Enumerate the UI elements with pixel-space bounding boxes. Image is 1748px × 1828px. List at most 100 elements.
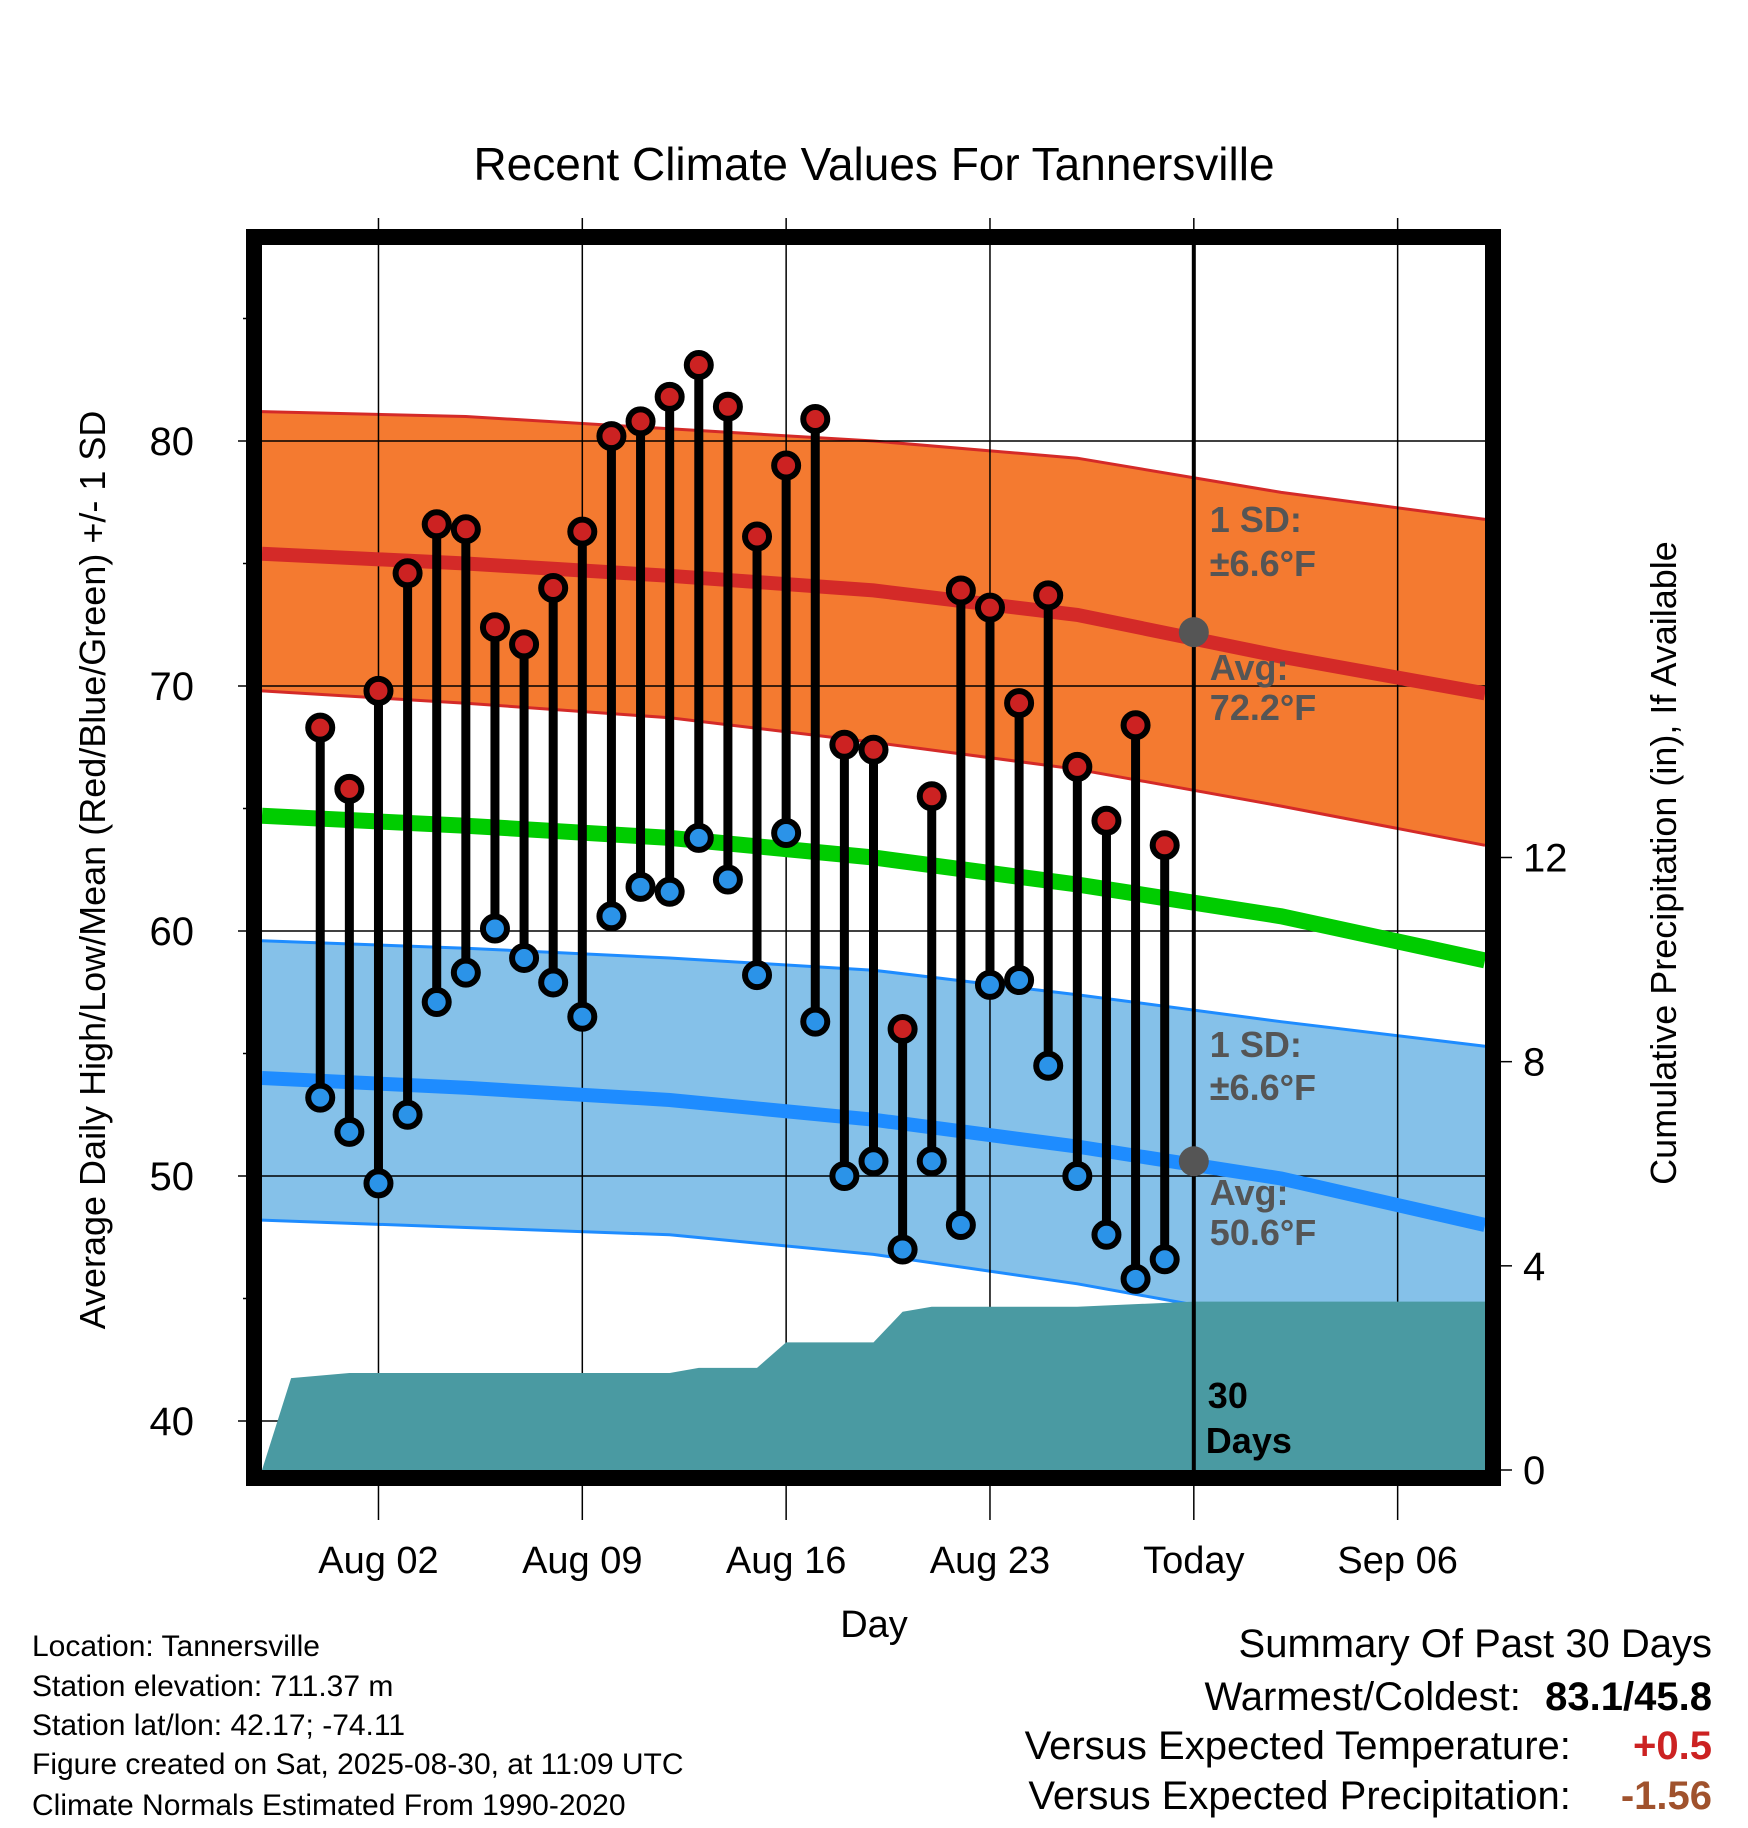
y-tick-label-right: 8 xyxy=(1523,1041,1545,1085)
x-tick-label: Aug 23 xyxy=(930,1540,1050,1582)
daily-high-point xyxy=(596,421,627,452)
daily-low-point xyxy=(538,967,569,998)
daily-low-point xyxy=(567,1001,598,1032)
today-high-avg-point xyxy=(1178,617,1209,648)
daily-low-point xyxy=(305,1082,336,1113)
daily-high-point xyxy=(567,516,598,547)
daily-low-point xyxy=(742,960,773,991)
y-tick-label-left: 80 xyxy=(150,420,195,464)
daily-low-point xyxy=(1062,1161,1093,1191)
daily-low-point xyxy=(916,1146,947,1177)
daily-high-point xyxy=(421,509,452,540)
daily-high-point xyxy=(1062,751,1093,782)
daily-low-point xyxy=(829,1161,860,1191)
y-tick-label-left: 50 xyxy=(150,1155,195,1199)
daily-low-point xyxy=(1149,1244,1180,1275)
summary-temp-value: +0.5 xyxy=(1633,1724,1712,1768)
daily-low-point xyxy=(1033,1050,1064,1081)
daily-high-point xyxy=(887,1014,918,1044)
daily-low-point xyxy=(712,864,743,895)
daily-high-point xyxy=(945,575,976,606)
daily-high-point xyxy=(479,612,510,643)
daily-high-point xyxy=(800,403,831,434)
daily-high-point xyxy=(625,406,656,437)
low-sd-value: ±6.6°F xyxy=(1210,1067,1316,1108)
daily-low-point xyxy=(625,871,656,902)
summary-title: Summary Of Past 30 Days xyxy=(1238,1622,1712,1666)
low-avg-label: Avg: xyxy=(1210,1172,1289,1213)
footer-normals: Climate Normals Estimated From 1990-2020 xyxy=(32,1789,626,1822)
daily-low-point xyxy=(596,901,627,932)
daily-high-point xyxy=(829,729,860,760)
daily-low-point xyxy=(683,822,714,853)
summary-temp: Versus Expected Temperature: +0.5 xyxy=(1025,1724,1712,1769)
y-tick-label-left: 60 xyxy=(150,910,195,954)
chart-title: Recent Climate Values For Tannersville xyxy=(473,138,1274,190)
x-tick-label: Today xyxy=(1143,1540,1244,1582)
daily-high-point xyxy=(1120,710,1151,741)
footer-location: Location: Tannersville xyxy=(32,1630,320,1663)
x-tick-label: Aug 02 xyxy=(318,1540,438,1582)
daily-low-point xyxy=(392,1099,423,1130)
daily-high-point xyxy=(1033,580,1064,611)
daily-low-point xyxy=(334,1116,365,1147)
high-avg-value: 72.2°F xyxy=(1210,687,1316,728)
summary-warmest-label: Warmest/Coldest: xyxy=(1204,1675,1521,1719)
daily-high-point xyxy=(509,629,540,660)
daily-high-point xyxy=(392,558,423,589)
daily-low-point xyxy=(858,1146,889,1177)
daily-high-point xyxy=(654,381,685,412)
summary-warmest-value: 83.1/45.8 xyxy=(1545,1675,1712,1719)
x-tick-label: Sep 06 xyxy=(1337,1540,1457,1582)
daily-low-point xyxy=(479,913,510,944)
high-sd-value: ±6.6°F xyxy=(1210,543,1316,584)
daily-low-point xyxy=(887,1234,918,1265)
daily-low-point xyxy=(771,818,802,848)
daily-high-point xyxy=(916,781,947,812)
low-avg-value: 50.6°F xyxy=(1210,1212,1316,1253)
daily-high-point xyxy=(305,712,336,743)
x-tick-label: Aug 09 xyxy=(522,1540,642,1582)
daily-high-point xyxy=(1004,688,1035,719)
y-tick-label-left: 40 xyxy=(150,1400,195,1444)
footer-created: Figure created on Sat, 2025-08-30, at 11… xyxy=(32,1748,684,1781)
today-low-avg-point xyxy=(1178,1146,1209,1177)
daily-high-point xyxy=(858,734,889,765)
y-axis-label-right: Cumulative Precipitation (in), If Availa… xyxy=(1643,541,1684,1185)
y-tick-label-right: 0 xyxy=(1523,1449,1545,1493)
days-word-label: Days xyxy=(1206,1420,1292,1461)
footer-elevation: Station elevation: 711.37 m xyxy=(32,1670,394,1703)
low-sd-label: 1 SD: xyxy=(1210,1024,1302,1065)
summary-warmest-coldest: Warmest/Coldest: 83.1/45.8 xyxy=(1205,1675,1713,1720)
daily-high-point xyxy=(974,592,1005,623)
daily-low-point xyxy=(800,1006,831,1037)
daily-low-point xyxy=(450,957,481,988)
daily-low-point xyxy=(974,969,1005,1000)
daily-high-point xyxy=(1149,830,1180,861)
daily-low-point xyxy=(654,876,685,907)
y-axis-label-left: Average Daily High/Low/Mean (Red/Blue/Gr… xyxy=(72,411,113,1330)
high-avg-label: Avg: xyxy=(1210,647,1289,688)
axes: Aug 02 Aug 09 Aug 16 Aug 23 Today Sep 0640506… xyxy=(150,218,1568,1582)
daily-high-point xyxy=(742,521,773,552)
y-tick-label-right: 4 xyxy=(1523,1245,1545,1289)
summary-precip-value: -1.56 xyxy=(1620,1774,1712,1818)
daily-low-point xyxy=(1091,1219,1122,1250)
precip-cumulative-area xyxy=(262,1301,1485,1470)
footer-latlon: Station lat/lon: 42.17; -74.11 xyxy=(32,1709,406,1742)
daily-high-point xyxy=(363,675,394,706)
daily-high-point xyxy=(334,773,365,804)
daily-low-point xyxy=(1004,965,1035,995)
summary-temp-label: Versus Expected Temperature: xyxy=(1024,1724,1571,1768)
x-tick-label: Aug 16 xyxy=(726,1540,846,1582)
days-count-label: 30 xyxy=(1208,1375,1248,1416)
daily-high-point xyxy=(450,514,481,545)
daily-high-point xyxy=(1091,805,1122,836)
x-axis-label: Day xyxy=(840,1604,908,1646)
daily-high-point xyxy=(712,391,743,422)
daily-low-point xyxy=(945,1210,976,1240)
daily-high-point xyxy=(538,573,569,603)
daily-records xyxy=(305,350,1180,1294)
